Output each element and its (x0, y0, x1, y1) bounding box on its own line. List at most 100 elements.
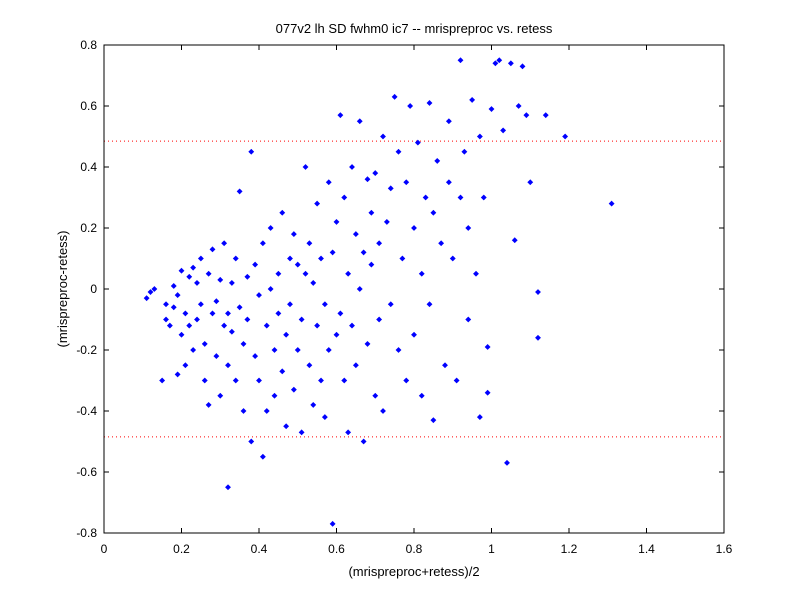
data-point (535, 334, 541, 341)
data-point (209, 246, 216, 253)
data-point (302, 270, 309, 277)
data-point (608, 200, 615, 207)
data-point (457, 57, 464, 64)
data-point (194, 279, 200, 286)
x-tick-label: 1 (488, 542, 495, 556)
data-point (306, 240, 313, 247)
data-point (504, 459, 510, 466)
data-point (352, 362, 359, 369)
data-point (221, 240, 228, 247)
y-tick-label: 0.4 (80, 160, 97, 174)
data-point (337, 310, 344, 317)
data-point (395, 148, 402, 155)
data-point (275, 270, 282, 277)
data-point (395, 347, 402, 353)
data-point (256, 292, 262, 299)
data-point (352, 231, 359, 238)
data-point (186, 322, 193, 329)
data-point (232, 255, 239, 262)
data-point (349, 322, 355, 329)
data-point (283, 331, 290, 338)
data-point (523, 112, 530, 119)
data-point (267, 286, 274, 292)
x-tick-label: 1.4 (638, 542, 655, 556)
data-point (360, 438, 367, 445)
data-point (325, 179, 332, 186)
data-point (461, 148, 468, 155)
data-point (209, 310, 216, 317)
data-point (507, 60, 514, 67)
data-point (163, 301, 169, 308)
data-point (465, 316, 472, 323)
data-point (449, 255, 456, 262)
data-point (166, 322, 173, 329)
data-point (240, 408, 247, 414)
data-point (438, 240, 445, 247)
data-point (445, 179, 452, 186)
data-point (287, 301, 293, 308)
data-point (170, 304, 177, 311)
data-point (225, 310, 231, 317)
data-point (387, 185, 394, 192)
data-point (228, 279, 235, 286)
data-point (256, 377, 262, 384)
data-point (174, 371, 181, 378)
data-point (383, 218, 390, 225)
data-point (457, 194, 464, 201)
data-point (356, 118, 363, 125)
data-point (341, 194, 348, 201)
data-point (422, 194, 429, 201)
data-point (465, 225, 472, 231)
data-point (356, 286, 363, 292)
data-point (476, 414, 483, 421)
data-point (321, 414, 328, 421)
data-point (500, 127, 507, 134)
data-point (159, 377, 166, 384)
reference-lines (104, 140, 724, 438)
data-point (403, 377, 410, 384)
data-point (434, 157, 441, 164)
data-point (236, 304, 243, 311)
data-point (294, 261, 301, 268)
data-point (147, 289, 154, 295)
data-point (298, 316, 305, 323)
data-point (329, 249, 336, 256)
x-axis-label: (mrispreproc+retess)/2 (348, 564, 479, 579)
data-point (287, 255, 293, 262)
y-tick-label: 0.6 (80, 99, 97, 113)
data-point (197, 255, 204, 262)
x-tick-label: 0 (101, 542, 108, 556)
data-point (205, 270, 212, 277)
data-point (213, 298, 220, 305)
data-point (372, 392, 379, 399)
data-point (414, 139, 421, 146)
data-point (542, 112, 549, 119)
y-tick-label: -0.4 (76, 404, 97, 418)
x-tick-label: 0.8 (406, 542, 423, 556)
data-point (294, 347, 301, 353)
data-point (492, 60, 499, 67)
data-point (372, 170, 379, 177)
data-point (387, 301, 394, 308)
data-point (267, 225, 274, 231)
data-point (403, 179, 410, 186)
data-point (329, 520, 336, 527)
data-point (368, 209, 375, 216)
data-point (217, 276, 224, 283)
data-point (178, 267, 185, 274)
data-point (411, 225, 417, 231)
data-point (364, 340, 371, 347)
data-point (484, 344, 491, 350)
data-point (194, 316, 200, 323)
data-point (473, 270, 479, 277)
data-point (163, 316, 169, 323)
y-tick-label: 0.2 (80, 221, 97, 235)
data-point (236, 188, 243, 195)
data-point (290, 231, 297, 238)
data-point (391, 93, 398, 100)
data-point (430, 209, 437, 216)
data-point (201, 377, 208, 384)
y-tick-label: 0 (90, 282, 97, 296)
data-point (263, 408, 270, 414)
